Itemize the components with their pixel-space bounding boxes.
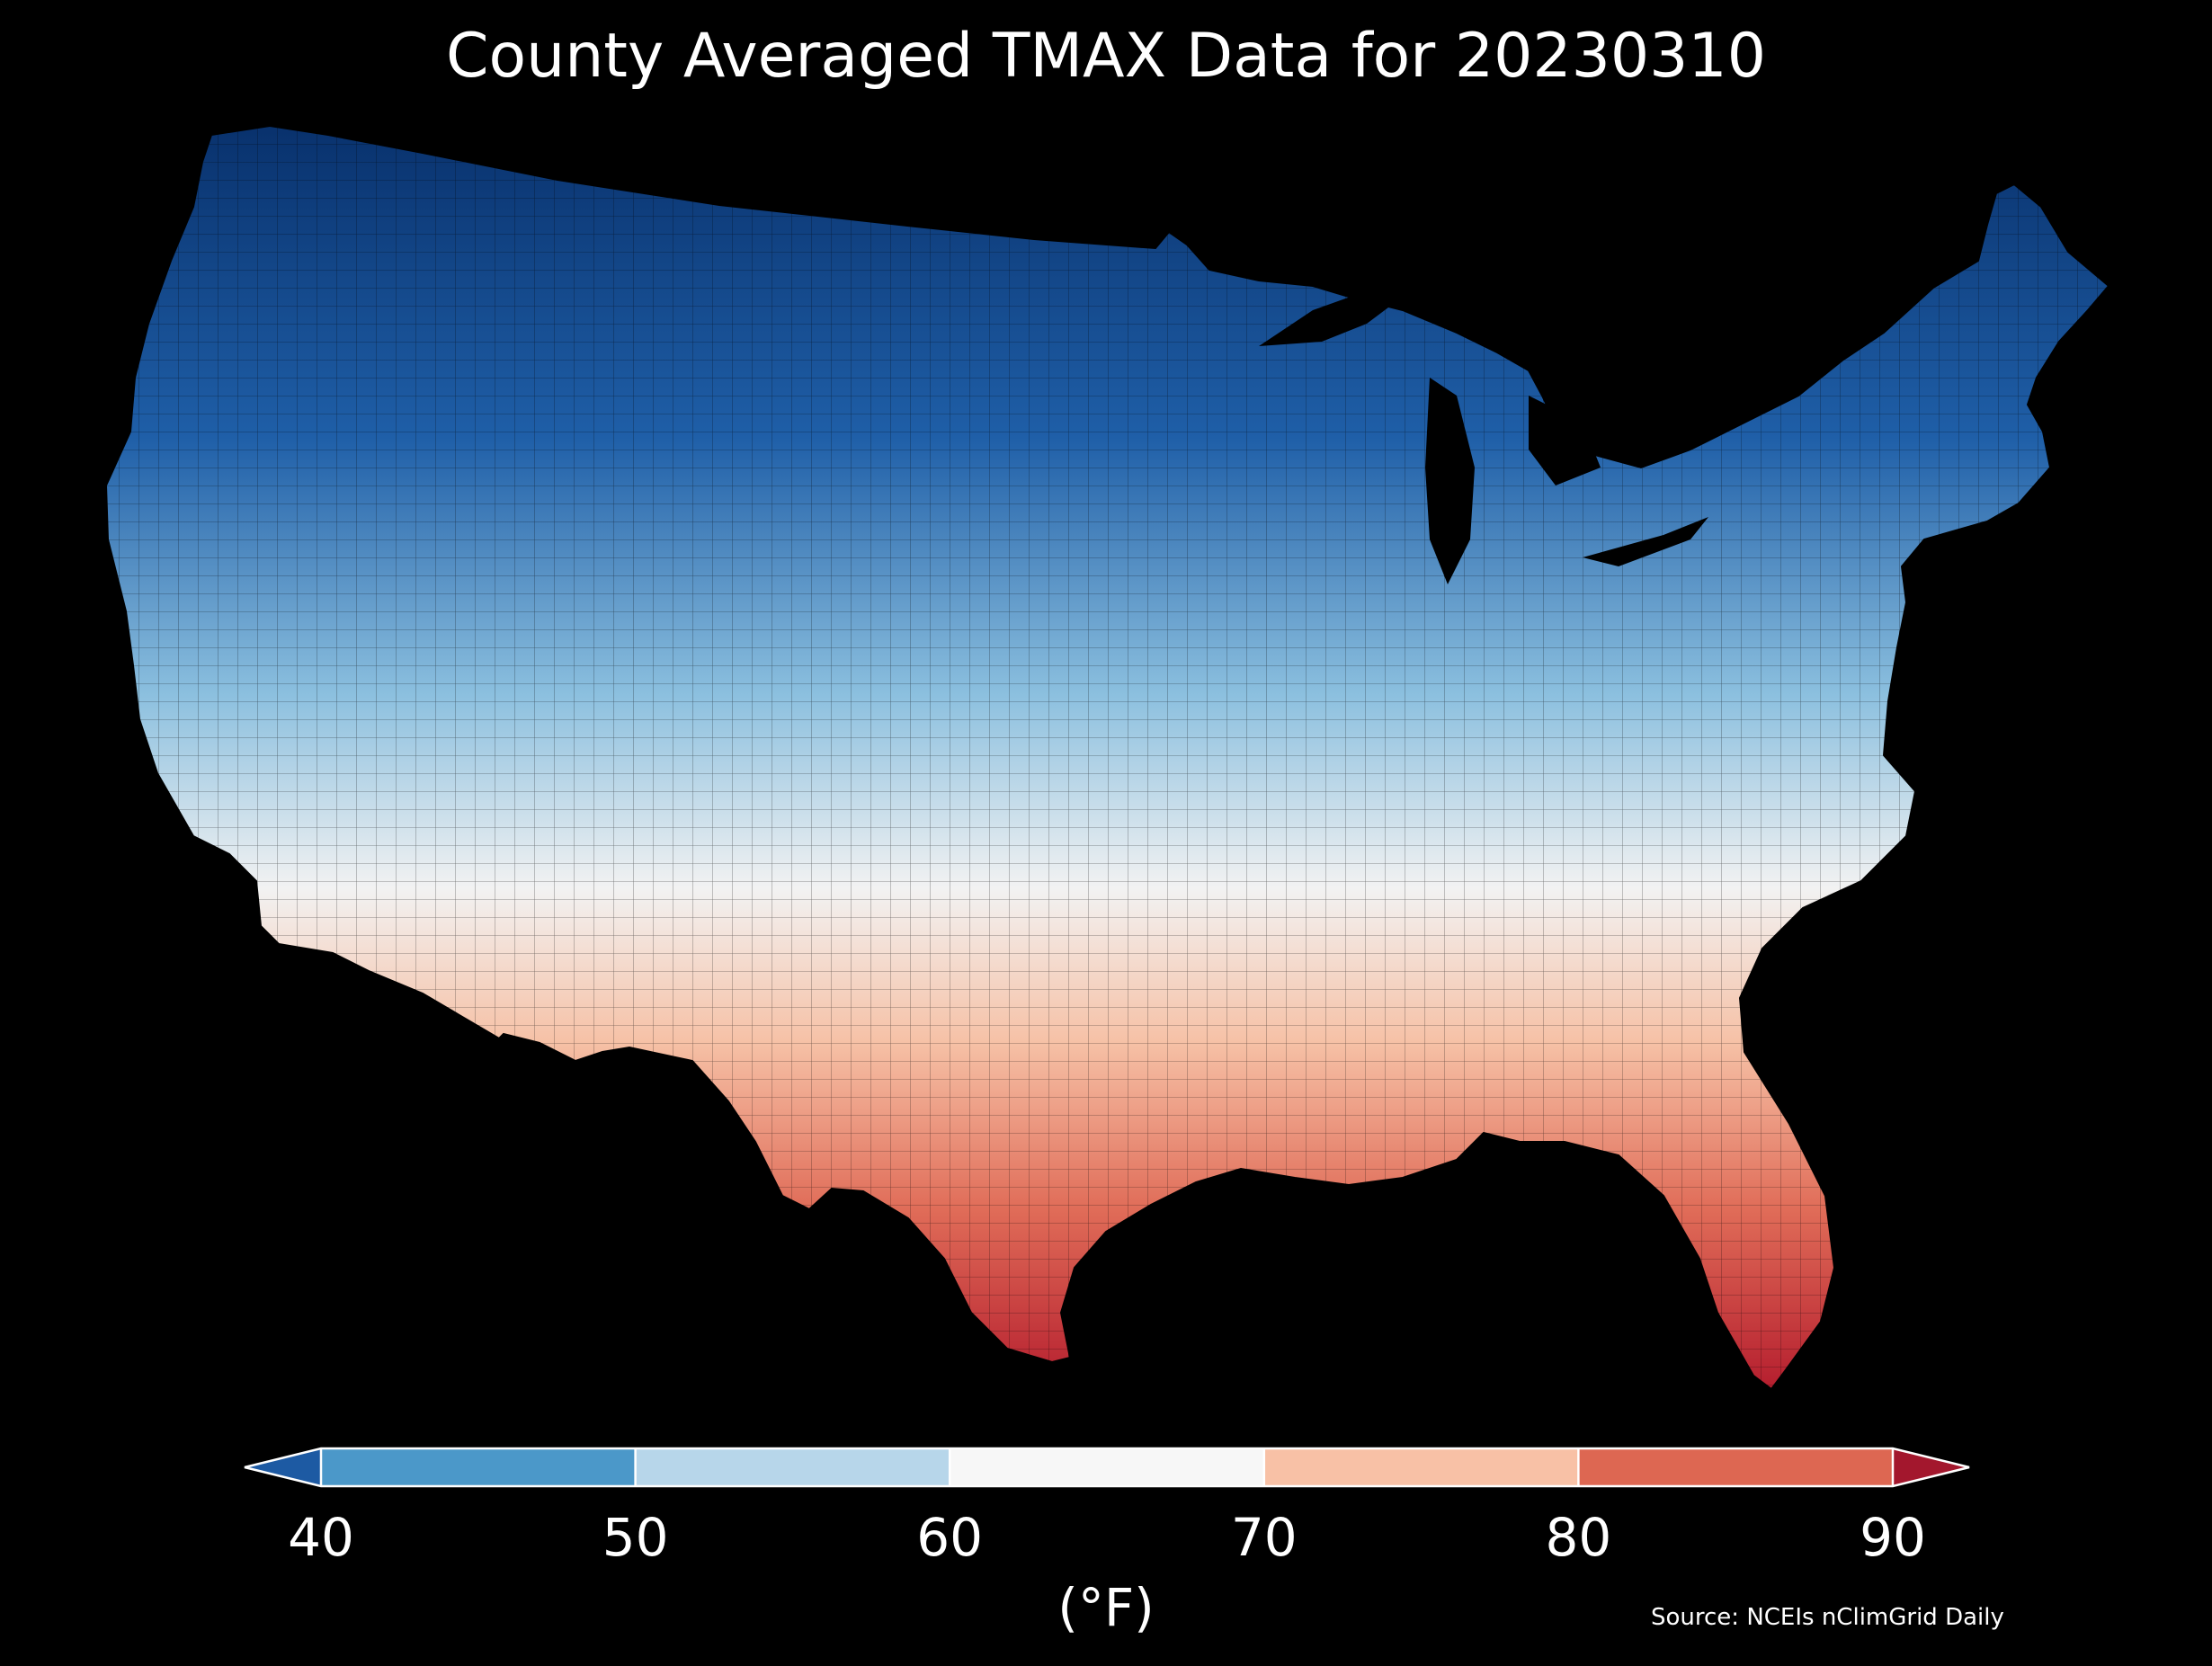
lake-huron bbox=[1529, 396, 1601, 486]
lake-michigan bbox=[1425, 378, 1475, 584]
colorbar-tick-label: 50 bbox=[602, 1507, 669, 1568]
county-borders bbox=[106, 126, 2109, 1389]
colorbar-over-extension bbox=[1893, 1448, 1969, 1486]
map-land bbox=[106, 126, 2109, 1389]
great-lakes bbox=[1259, 288, 1708, 584]
lake-erie bbox=[1583, 517, 1708, 566]
colorbar-segment bbox=[321, 1448, 636, 1486]
colorbar-tick-label: 80 bbox=[1545, 1507, 1612, 1568]
source-credit: Source: NCEIs nClimGrid Daily bbox=[1651, 1604, 2004, 1631]
lake-superior bbox=[1259, 288, 1403, 346]
colorbar bbox=[244, 1447, 1970, 1488]
colorbar-segment bbox=[635, 1448, 950, 1486]
colorbar-segment bbox=[1263, 1448, 1579, 1486]
map-title: County Averaged TMAX Data for 20230310 bbox=[446, 21, 1766, 92]
colorbar-under-extension bbox=[245, 1448, 321, 1486]
colorbar-tick-label: 70 bbox=[1230, 1507, 1298, 1568]
colorbar-tick-label: 40 bbox=[288, 1507, 354, 1568]
colorbar-segment bbox=[950, 1448, 1264, 1486]
colorbar-units-label: (°F) bbox=[1057, 1577, 1155, 1638]
colorbar-tick-label: 90 bbox=[1860, 1507, 1926, 1568]
colorbar-tick-label: 60 bbox=[916, 1507, 984, 1568]
colorbar-segment bbox=[1578, 1448, 1893, 1486]
